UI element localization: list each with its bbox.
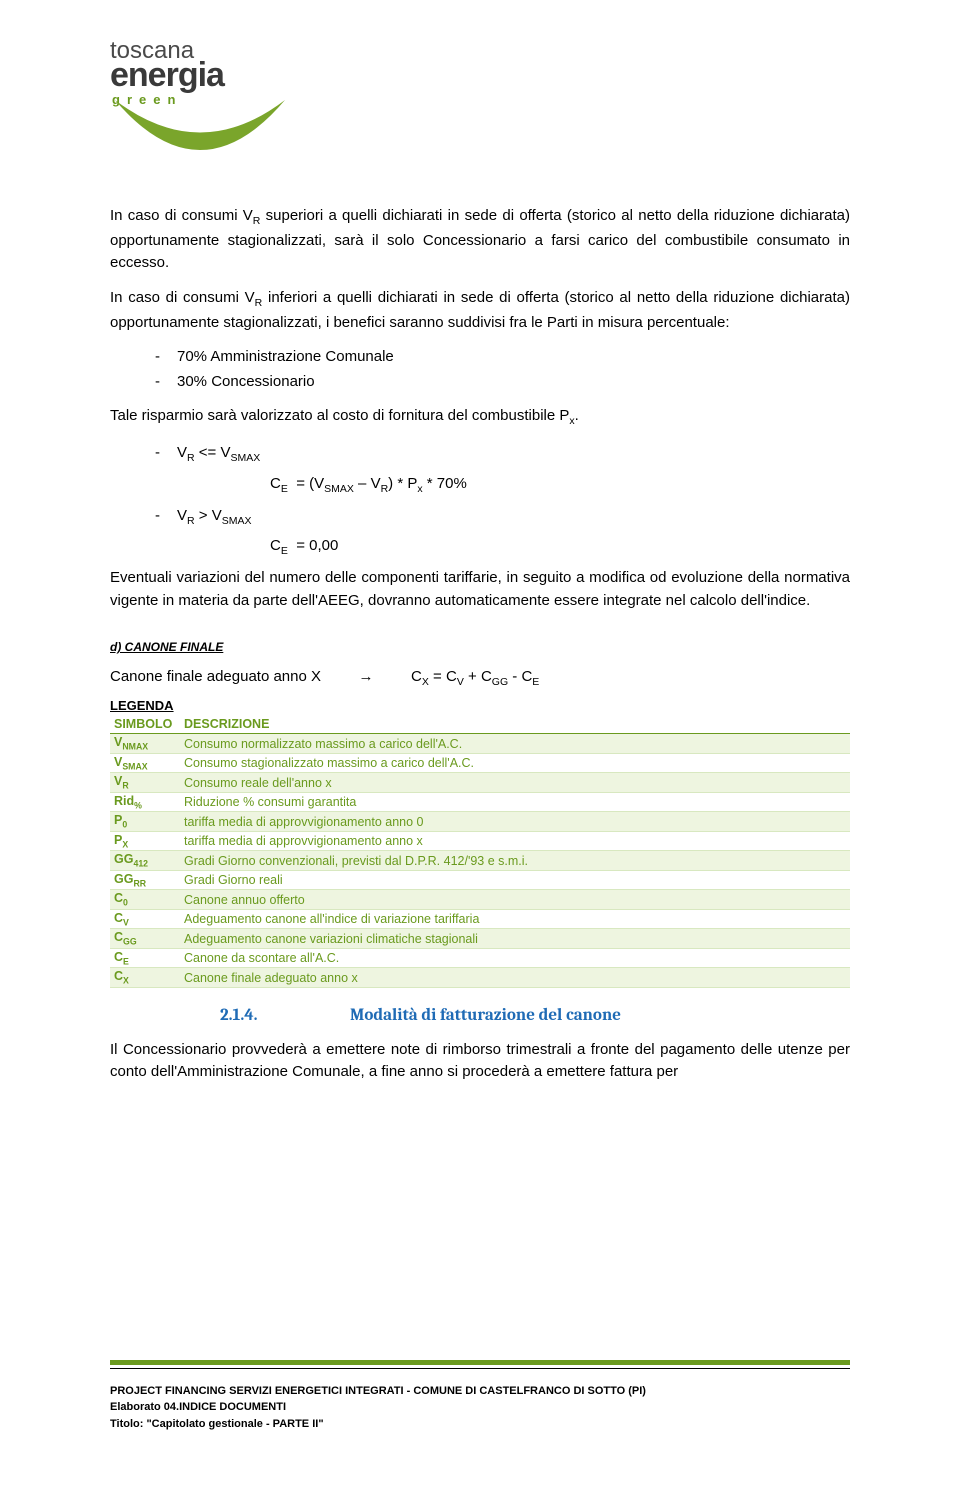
case-1-condition: -VR <= VSMAX bbox=[155, 442, 850, 467]
footer-line-2: Elaborato 04.INDICE DOCUMENTI bbox=[110, 1399, 850, 1416]
legenda-symbol: Rid% bbox=[110, 792, 180, 812]
legenda-description: Consumo reale dell'anno x bbox=[180, 773, 850, 793]
legenda-row: CVAdeguamento canone all'indice di varia… bbox=[110, 909, 850, 929]
case-2-condition: -VR > VSMAX bbox=[155, 505, 850, 530]
legenda-description: Canone finale adeguato anno x bbox=[180, 968, 850, 988]
legenda-description: Canone da scontare all'A.C. bbox=[180, 948, 850, 968]
legenda-description: tariffa media di approvvigionamento anno… bbox=[180, 812, 850, 832]
legenda-row: PXtariffa media di approvvigionamento an… bbox=[110, 831, 850, 851]
footer-line-3: Titolo: "Capitolato gestionale - PARTE I… bbox=[110, 1416, 850, 1433]
legenda-title: LEGENDA bbox=[110, 698, 850, 713]
legenda-symbol: GGRR bbox=[110, 870, 180, 890]
legenda-header-desc: DESCRIZIONE bbox=[180, 715, 850, 734]
legenda-symbol: P0 bbox=[110, 812, 180, 832]
case-1-formula: CE = (VSMAX – VR) * Px * 70% bbox=[270, 475, 850, 495]
legenda-description: Consumo normalizzato massimo a carico de… bbox=[180, 734, 850, 754]
paragraph-3: Tale risparmio sarà valorizzato al costo… bbox=[110, 405, 850, 430]
legenda-row: CXCanone finale adeguato anno x bbox=[110, 968, 850, 988]
paragraph-1: In caso di consumi VR superiori a quelli… bbox=[110, 205, 850, 275]
legenda-symbol: C0 bbox=[110, 890, 180, 910]
section-d-heading: d) CANONE FINALE bbox=[110, 640, 850, 654]
legenda-symbol: PX bbox=[110, 831, 180, 851]
legenda-symbol: CX bbox=[110, 968, 180, 988]
legenda-row: VRConsumo reale dell'anno x bbox=[110, 773, 850, 793]
canone-left: Canone finale adeguato anno X bbox=[110, 668, 321, 685]
legenda-symbol: VSMAX bbox=[110, 753, 180, 773]
case-2-formula: CE = 0,00 bbox=[270, 537, 850, 557]
legenda-description: tariffa media di approvvigionamento anno… bbox=[180, 831, 850, 851]
legenda-row: GGRRGradi Giorno reali bbox=[110, 870, 850, 890]
footer-thin-line bbox=[110, 1368, 850, 1369]
logo-arc-icon bbox=[100, 90, 300, 180]
legenda-table: SIMBOLO DESCRIZIONE VNMAXConsumo normali… bbox=[110, 715, 850, 988]
legenda-description: Adeguamento canone all'indice di variazi… bbox=[180, 909, 850, 929]
legenda-row: C0Canone annuo offerto bbox=[110, 890, 850, 910]
legenda-description: Gradi Giorno convenzionali, previsti dal… bbox=[180, 851, 850, 871]
footer-green-bar bbox=[110, 1360, 850, 1365]
legenda-row: P0tariffa media di approvvigionamento an… bbox=[110, 812, 850, 832]
legenda-symbol: CGG bbox=[110, 929, 180, 949]
legenda-symbol: VR bbox=[110, 773, 180, 793]
legenda-symbol: GG412 bbox=[110, 851, 180, 871]
legenda-description: Adeguamento canone variazioni climatiche… bbox=[180, 929, 850, 949]
legenda-row: Rid%Riduzione % consumi garantita bbox=[110, 792, 850, 812]
legenda-row: GG412Gradi Giorno convenzionali, previst… bbox=[110, 851, 850, 871]
heading-2-1-4: 2.1.4.Modalità di fatturazione del canon… bbox=[110, 1006, 850, 1025]
legenda-description: Riduzione % consumi garantita bbox=[180, 792, 850, 812]
footer-line-1: PROJECT FINANCING SERVIZI ENERGETICI INT… bbox=[110, 1383, 850, 1400]
legenda-symbol: CV bbox=[110, 909, 180, 929]
paragraph-4: Eventuali variazioni del numero delle co… bbox=[110, 567, 850, 612]
benefit-split-b: -30% Concessionario bbox=[155, 371, 850, 394]
heading-title: Modalità di fatturazione del canone bbox=[350, 1006, 621, 1025]
legenda-symbol: CE bbox=[110, 948, 180, 968]
canone-finale-line: Canone finale adeguato anno X → CX = CV … bbox=[110, 668, 850, 688]
legenda-row: VSMAXConsumo stagionalizzato massimo a c… bbox=[110, 753, 850, 773]
legenda-header-sym: SIMBOLO bbox=[110, 715, 180, 734]
legenda-description: Gradi Giorno reali bbox=[180, 870, 850, 890]
page-footer: PROJECT FINANCING SERVIZI ENERGETICI INT… bbox=[110, 1360, 850, 1433]
heading-number: 2.1.4. bbox=[220, 1006, 350, 1025]
legenda-description: Consumo stagionalizzato massimo a carico… bbox=[180, 753, 850, 773]
paragraph-2: In caso di consumi VR inferiori a quelli… bbox=[110, 287, 850, 334]
paragraph-5: Il Concessionario provvederà a emettere … bbox=[110, 1039, 850, 1084]
benefit-split-a: -70% Amministrazione Comunale bbox=[155, 346, 850, 369]
logo-line-main: energia bbox=[110, 60, 290, 91]
legenda-row: CECanone da scontare all'A.C. bbox=[110, 948, 850, 968]
legenda-row: VNMAXConsumo normalizzato massimo a cari… bbox=[110, 734, 850, 754]
brand-logo: toscana energia green bbox=[110, 40, 290, 170]
legenda-symbol: VNMAX bbox=[110, 734, 180, 754]
canone-right: CX = CV + CGG - CE bbox=[411, 668, 539, 685]
legenda-description: Canone annuo offerto bbox=[180, 890, 850, 910]
legenda-row: CGGAdeguamento canone variazioni climati… bbox=[110, 929, 850, 949]
